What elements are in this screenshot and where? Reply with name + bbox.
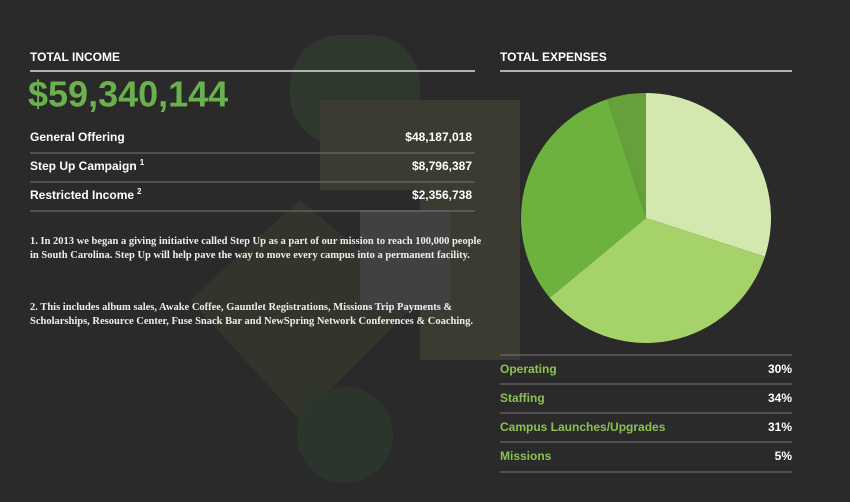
pie-slice bbox=[646, 93, 771, 257]
value-label: 34% bbox=[768, 391, 792, 405]
legend-label: Campus Launches/Upgrades bbox=[500, 420, 666, 434]
row-label: General Offering bbox=[30, 130, 125, 144]
income-title: TOTAL INCOME bbox=[30, 50, 120, 64]
row-label-text: General Offering bbox=[30, 130, 125, 144]
footnote: 1. In 2013 we began a giving initiative … bbox=[30, 236, 482, 261]
footnote: 2. This includes album sales, Awake Coff… bbox=[30, 302, 473, 327]
legend-label: Operating bbox=[500, 362, 557, 376]
row-value: $8,796,387 bbox=[412, 159, 472, 173]
value-label: 5% bbox=[775, 449, 793, 463]
legend-label: Staffing bbox=[500, 391, 545, 405]
row-note: 1 bbox=[140, 158, 145, 167]
value-label: 30% bbox=[768, 362, 792, 376]
pie-slice bbox=[607, 93, 646, 218]
row-label-text: Step Up Campaign bbox=[30, 159, 137, 173]
row-label-text: Restricted Income bbox=[30, 188, 134, 202]
row-label: Step Up Campaign 1 bbox=[30, 158, 145, 173]
legend-label: Missions bbox=[500, 449, 552, 463]
income-total: $59,340,144 bbox=[28, 74, 228, 115]
row-value: $48,187,018 bbox=[405, 130, 472, 144]
pie-slice bbox=[549, 218, 765, 343]
row-note: 2 bbox=[137, 187, 142, 196]
value-label: 31% bbox=[768, 420, 792, 434]
pie-slice bbox=[520, 99, 646, 298]
background-decor bbox=[190, 35, 520, 483]
row-label: Restricted Income 2 bbox=[30, 187, 142, 202]
chart-title: TOTAL EXPENSES bbox=[500, 50, 607, 64]
row-value: $2,356,738 bbox=[412, 188, 472, 202]
